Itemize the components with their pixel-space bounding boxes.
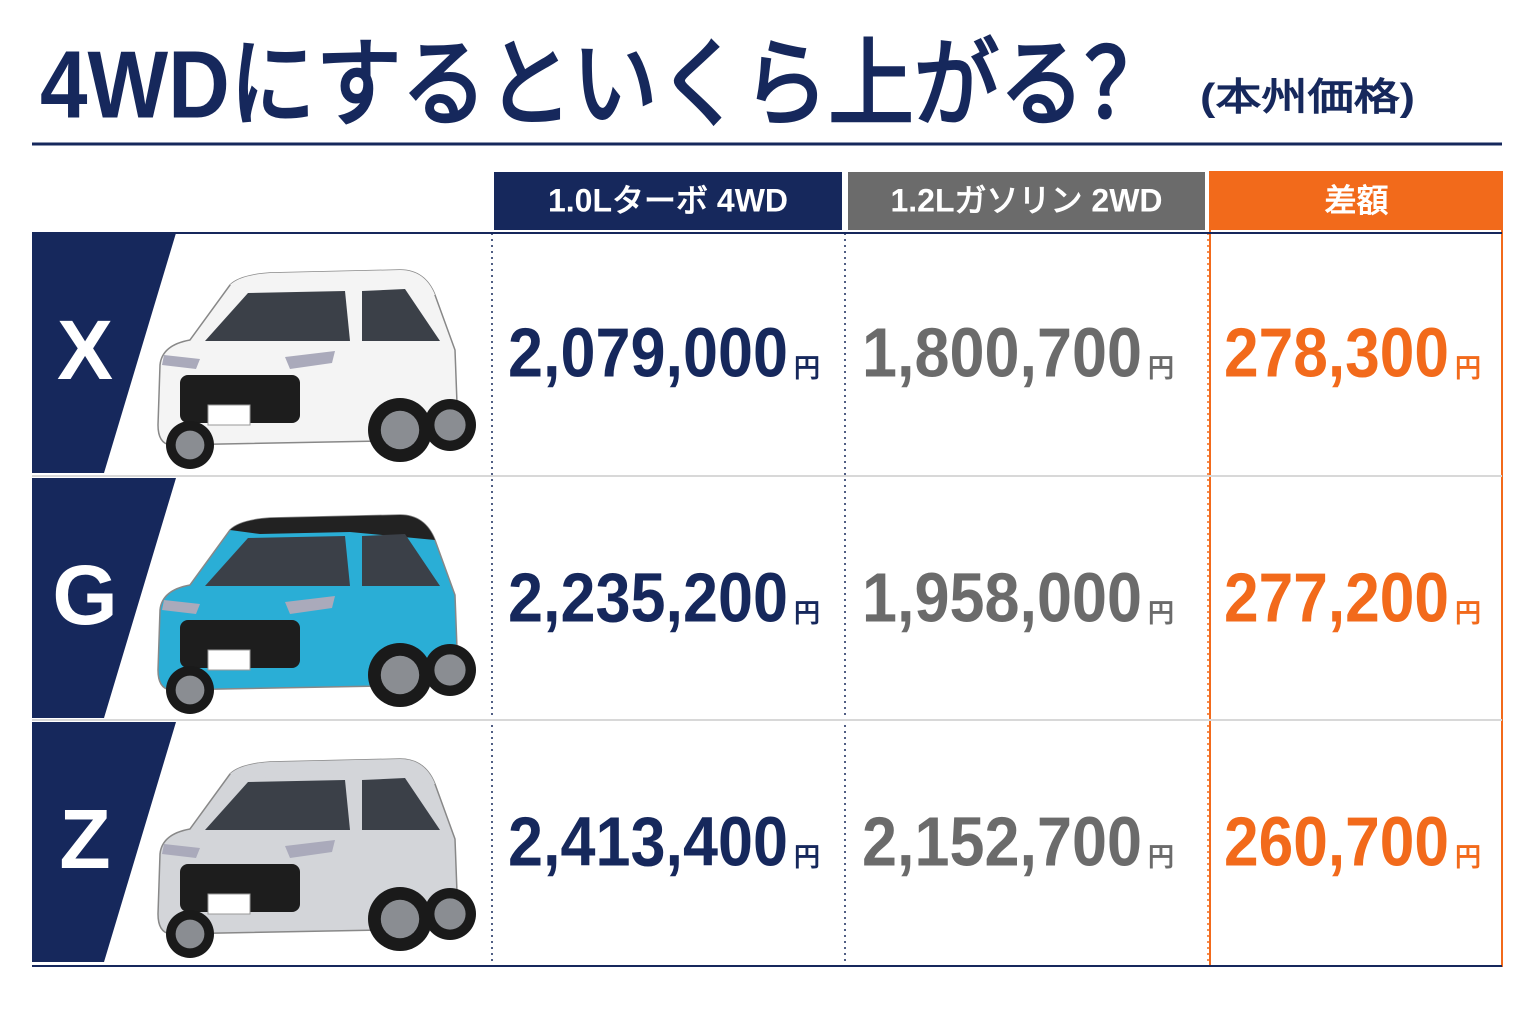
car-roof: [230, 515, 435, 540]
car-side-window: [362, 778, 440, 830]
car-headlight: [285, 840, 335, 858]
car-rim: [380, 655, 420, 695]
car-headlight: [285, 351, 335, 369]
price-unit: 円: [1148, 842, 1174, 872]
car-rim: [175, 675, 205, 705]
price-unit: 円: [1455, 353, 1481, 383]
price-unit: 円: [794, 842, 820, 872]
column-header: 1.0Lターボ 4WD: [548, 182, 788, 218]
car-side-window: [362, 289, 440, 341]
car-windshield: [205, 291, 350, 341]
car-plate: [207, 649, 251, 671]
price: 2,235,200: [508, 558, 788, 636]
price-unit: 円: [794, 353, 820, 383]
column-header: 差額: [1324, 182, 1388, 218]
car-headlight: [285, 596, 335, 614]
car-plate: [207, 404, 251, 426]
price-unit: 円: [1148, 353, 1174, 383]
car-rim: [380, 899, 420, 939]
car-rim: [175, 430, 205, 460]
car-side-window: [362, 534, 440, 586]
car-rim: [434, 654, 466, 686]
car-rim: [434, 409, 466, 441]
grade-band: [32, 722, 176, 962]
car-headlight: [162, 355, 200, 369]
note: (本州価格): [1200, 77, 1415, 119]
price: 277,200: [1224, 558, 1449, 636]
price: 2,413,400: [508, 802, 788, 880]
column-header-bg: [494, 172, 842, 230]
grade-label: X: [57, 303, 113, 397]
car-plate: [207, 893, 251, 915]
grade-label: Z: [59, 792, 110, 886]
car-image: [157, 269, 476, 469]
price-unit: 円: [1455, 842, 1481, 872]
car-image: [157, 514, 476, 714]
car-image: [157, 758, 476, 958]
price: 2,152,700: [862, 802, 1142, 880]
price-unit: 円: [1455, 598, 1481, 628]
car-headlight: [162, 600, 200, 614]
price: 260,700: [1224, 802, 1449, 880]
grade-band: [32, 478, 176, 718]
grade-band: [32, 233, 176, 473]
column-header-bg: [848, 172, 1205, 230]
car-rim: [434, 898, 466, 930]
car-windshield: [205, 536, 350, 586]
column-header-bg: [1211, 172, 1502, 230]
car-rim: [175, 919, 205, 949]
car-rim: [380, 410, 420, 450]
car-headlight: [162, 844, 200, 858]
car-roof: [230, 759, 435, 784]
grade-label: G: [52, 548, 117, 642]
price-unit: 円: [794, 598, 820, 628]
car-roof: [230, 270, 435, 295]
car-windshield: [205, 780, 350, 830]
price: 2,079,000: [508, 313, 788, 391]
price: 1,800,700: [862, 313, 1142, 391]
price: 278,300: [1224, 313, 1449, 391]
title: 4WDにするといくら上がる？: [40, 31, 1170, 138]
column-header: 1.2Lガソリン 2WD: [890, 182, 1162, 218]
price: 1,958,000: [862, 558, 1142, 636]
price-unit: 円: [1148, 598, 1174, 628]
